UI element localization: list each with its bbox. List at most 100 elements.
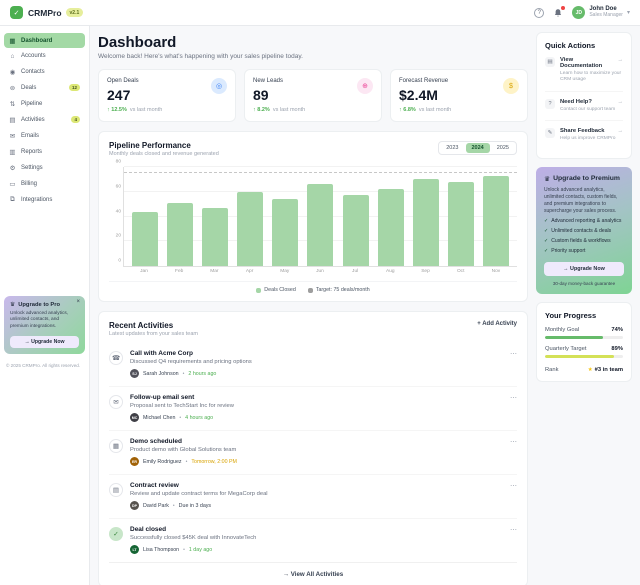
sidebar-item-accounts[interactable]: ⌂ Accounts — [4, 49, 85, 63]
check-icon: ✓ — [544, 248, 549, 255]
quick-action-view-documentation[interactable]: ▤ View Documentation → Learn how to maximiz… — [545, 50, 623, 92]
crown-icon: ♛ — [10, 302, 16, 308]
year-button-2023[interactable]: 2023 — [440, 143, 464, 153]
stat-change-note: vs last month — [129, 107, 163, 113]
activity-menu-button[interactable]: ⋯ — [510, 527, 517, 534]
integrations-icon: ⧉ — [10, 195, 15, 203]
close-icon[interactable]: × — [76, 299, 80, 305]
progress-metric-row: Monthly Goal 74% — [545, 327, 623, 333]
sidebar-item-emails[interactable]: ✉ Emails — [4, 128, 85, 143]
chart-bar-apr — [237, 191, 264, 266]
app-name: CRMPro — [28, 7, 62, 18]
x-tick-nov: Nov — [491, 269, 501, 274]
quick-action-need-help[interactable]: ? Need Help? → Contact our support team — [545, 92, 623, 122]
activity-title: Follow-up email sent — [130, 394, 195, 401]
activity-item-deal-closed: ✓ Deal closed Successfully closed $45K dea… — [109, 519, 517, 562]
chart-plot-area: 0 20 40 60 80 — [116, 160, 517, 267]
activity-description: Discussed Q4 requirements and pricing op… — [130, 359, 252, 365]
add-activity-button[interactable]: + Add Activity — [477, 321, 517, 327]
activity-body: Follow-up email sent Proposal sent to Tec… — [130, 394, 503, 422]
sidebar-item-integrations[interactable]: ⧉ Integrations — [4, 192, 85, 207]
sidebar-item-pipeline[interactable]: ⇅ Pipeline — [4, 96, 85, 111]
legend-label: Deals Closed — [264, 287, 296, 293]
stat-change: ↑ 8.2% — [253, 107, 270, 113]
user-block: John Doe Sales Manager — [589, 6, 623, 19]
y-tick-20: 20 — [115, 233, 121, 239]
activity-avatar: LT — [130, 545, 139, 554]
sidebar-item-label: Contacts — [21, 68, 45, 75]
pipeline-icon: ⇅ — [9, 100, 16, 108]
x-tick-jul: Jul — [352, 269, 359, 274]
sidebar-item-label: Pipeline — [21, 100, 43, 107]
sidebar-item-billing[interactable]: ▭ Billing — [4, 176, 85, 191]
sidebar-item-contacts[interactable]: ◉ Contacts — [4, 64, 85, 79]
stats-row: Open Deals 247 ↑ 12.5% vs last month ◎ New Le… — [98, 69, 528, 122]
reports-icon: ▥ — [9, 148, 16, 156]
year-button-2025[interactable]: 2025 — [491, 143, 515, 153]
activity-menu-button[interactable]: ⋯ — [510, 483, 517, 490]
quick-actions-list: ▤ View Documentation → Learn how to maximiz… — [545, 50, 623, 150]
activity-menu-button[interactable]: ⋯ — [510, 439, 517, 446]
stat-label: Forecast Revenue — [399, 78, 449, 84]
user-menu[interactable]: JD John Doe Sales Manager ▾ — [572, 6, 630, 19]
chart-bar-may — [272, 199, 299, 266]
activity-user: Michael Chen — [143, 414, 176, 421]
version-badge: v2.1 — [65, 8, 84, 17]
activity-description: Review and update contract terms for Meg… — [130, 491, 268, 497]
sidebar-item-activities[interactable]: ▤ Activities 4 — [4, 112, 85, 127]
trophy-icon: ★ — [587, 366, 593, 373]
sidebar-item-deals[interactable]: ⊚ Deals 12 — [4, 80, 85, 95]
stat-change-row: ↑ 6.8% vs last month — [399, 107, 519, 113]
notifications-button[interactable] — [552, 5, 566, 19]
arrow-right-icon: → — [617, 98, 624, 105]
premium-feature-label: Priority support — [551, 248, 586, 255]
progress-bar — [545, 354, 623, 358]
view-all-activities-button[interactable]: → View All Activities — [109, 562, 517, 585]
activity-meta: SJ Sarah Johnson • 2 hours ago — [130, 369, 503, 378]
quick-action-body: Share Feedback → Help us improve CRMPro — [560, 128, 623, 142]
premium-upgrade-button[interactable]: → Upgrade Now — [544, 261, 624, 276]
contract-review-icon: ▤ — [109, 483, 123, 497]
x-tick-mar: Mar — [210, 269, 219, 274]
chart-bar-nov — [482, 175, 509, 266]
activity-avatar: MC — [130, 413, 139, 422]
sidebar-item-label: Dashboard — [21, 37, 53, 44]
activity-menu-button[interactable]: ⋯ — [510, 351, 517, 358]
main-content: Dashboard Welcome back! Here's what's ha… — [90, 26, 536, 585]
legend-dot — [256, 287, 262, 293]
arrow-right-icon: → — [617, 128, 624, 135]
activity-meta: LT Lisa Thompson • 1 day ago — [130, 545, 503, 554]
quick-actions-title: Quick Actions — [545, 41, 596, 50]
stat-value: 247 — [107, 87, 131, 103]
new-leads-icon: ⊕ — [357, 78, 373, 94]
quick-action-share-feedback[interactable]: ✎ Share Feedback → Help us improve CRMPro — [545, 121, 623, 149]
activity-menu-button[interactable]: ⋯ — [510, 395, 517, 402]
stat-card-open-deals: Open Deals 247 ↑ 12.5% vs last month ◎ — [98, 69, 236, 122]
upgrade-now-button[interactable]: → Upgrade Now — [10, 336, 79, 349]
crown-icon: ♛ — [544, 175, 551, 183]
help-button[interactable]: ? — [534, 7, 545, 18]
stat-change: ↑ 12.5% — [107, 107, 127, 113]
premium-feature: ✓ Unlimited contacts & deals — [544, 228, 624, 235]
sidebar-item-dashboard[interactable]: ▦ Dashboard — [4, 33, 85, 48]
quick-action-title-row: Need Help? → — [560, 99, 623, 105]
premium-feature: ✓ Custom fields & workflows — [544, 238, 624, 245]
progress-metric-row: Quarterly Target 89% — [545, 346, 623, 352]
quick-action-description: Learn how to maximize your CRM usage — [560, 71, 622, 83]
stat-value: $2.4M — [399, 87, 438, 103]
year-button-2024[interactable]: 2024 — [465, 143, 490, 153]
chart-bar-aug — [377, 189, 404, 266]
sidebar-item-settings[interactable]: ⚙ Settings — [4, 160, 85, 175]
activity-title: Demo scheduled — [130, 438, 183, 445]
app-header: ✓ CRMPro v2.1 ? JD John Doe Sales Manage… — [0, 0, 640, 26]
chart-bar-jul — [342, 195, 369, 266]
chevron-down-icon: ▾ — [626, 10, 630, 16]
rank-label: Rank — [545, 366, 559, 373]
sidebar-item-reports[interactable]: ▥ Reports — [4, 144, 85, 159]
activities-heading: Recent Activities Latest updates from yo… — [109, 321, 198, 337]
chart-bar-jun — [307, 184, 334, 266]
quick-action-body: View Documentation → Learn how to maximize… — [560, 57, 623, 84]
stat-card-forecast-revenue: Forecast Revenue $2.4M ↑ 6.8% vs last month… — [390, 69, 528, 122]
open-deals-icon: ◎ — [211, 78, 227, 94]
